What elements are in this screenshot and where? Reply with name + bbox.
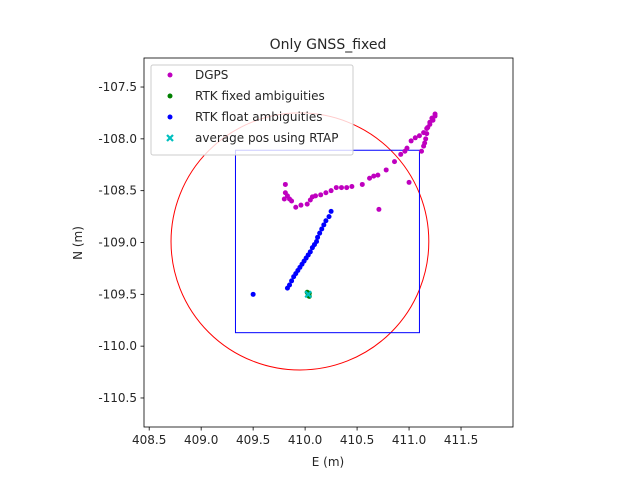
y-tick-label: -110.0 <box>98 339 137 353</box>
dgps-point <box>298 202 304 208</box>
dgps-point <box>423 136 429 142</box>
dgps-point <box>371 173 377 179</box>
legend-marker <box>166 134 174 142</box>
rtk-float-ambiguities-point <box>323 218 329 224</box>
rtk-float-ambiguities-point <box>287 282 293 288</box>
dgps-point <box>281 196 287 202</box>
dgps-point <box>289 198 295 204</box>
dgps-point <box>338 185 344 191</box>
legend-label: average pos using RTAP <box>195 131 339 145</box>
dgps-point <box>402 148 408 154</box>
dgps-point <box>323 190 329 196</box>
x-tick-label: 411.5 <box>444 433 478 447</box>
legend-marker <box>167 93 173 99</box>
rtk-float-ambiguities-point <box>321 222 327 228</box>
rtk-float-ambiguities-point <box>289 278 295 284</box>
legend-label: RTK fixed ambiguities <box>195 89 325 103</box>
y-tick-label: -108.5 <box>98 184 137 198</box>
legend-marker-stroke <box>166 134 174 142</box>
rtk-float-ambiguities-point <box>307 249 313 255</box>
average-pos-using-rtap-point <box>304 290 313 299</box>
x-tick-label: 411.0 <box>392 433 426 447</box>
rtk-float-ambiguities-point <box>319 226 325 232</box>
x-tick-label: 410.5 <box>340 433 374 447</box>
dgps-point <box>416 133 422 139</box>
rtk-float-ambiguities-point <box>328 208 334 214</box>
y-tick-label: -107.5 <box>98 80 137 94</box>
x-tick-label: 409.5 <box>236 433 270 447</box>
legend-label: RTK float ambiguities <box>195 110 322 124</box>
dgps-point <box>432 111 438 117</box>
dgps-point <box>408 138 414 144</box>
y-axis: -107.5 -108.0 -108.5 -109.0 -109.5 -110.0 -110… <box>98 80 144 405</box>
dgps-point <box>424 131 430 137</box>
dgps-point <box>375 172 381 178</box>
x-tick-label: 409.0 <box>184 433 218 447</box>
dgps-point <box>282 181 288 187</box>
dgps-point <box>425 124 431 130</box>
dgps-point <box>313 193 319 199</box>
legend: DGPS RTK fixed ambiguities RTK float ambig… <box>150 64 354 156</box>
dgps-point <box>427 119 433 125</box>
rtk-float-ambiguities-point <box>250 291 256 297</box>
dgps-point <box>293 204 299 210</box>
rtk-float-ambiguities-point <box>315 234 321 240</box>
legend-marker <box>167 72 173 78</box>
x-tick-label: 410.0 <box>288 433 322 447</box>
dgps-point <box>318 192 324 198</box>
rtk-float-ambiguities-point <box>317 230 323 236</box>
dgps-point <box>392 159 398 165</box>
dgps-point <box>406 179 412 185</box>
dgps-point <box>367 175 373 181</box>
dgps-point <box>333 185 339 191</box>
y-tick-label: -109.5 <box>98 287 137 301</box>
legend-label: DGPS <box>195 68 228 82</box>
dgps-point <box>383 167 389 173</box>
dgps-point <box>376 206 382 212</box>
dgps-point <box>429 115 435 121</box>
y-axis-label: N (m) <box>71 226 85 260</box>
average-pos-using-rtap-point-stroke <box>304 290 313 299</box>
chart-title: Only GNSS_fixed <box>270 37 387 53</box>
rtk-float-ambiguities-point <box>326 214 332 220</box>
dgps-point <box>328 188 334 194</box>
y-tick-label: -108.0 <box>98 132 137 146</box>
y-tick-label: -110.5 <box>98 391 137 405</box>
dgps-point <box>419 148 425 154</box>
dgps-point <box>304 201 310 207</box>
x-axis-label: E (m) <box>312 455 344 469</box>
dgps-point <box>398 151 404 157</box>
rtk-float-ambiguities-point <box>314 238 320 244</box>
legend-box <box>150 64 354 156</box>
legend-marker <box>167 114 173 120</box>
dgps-point <box>344 185 350 191</box>
x-axis: 408.5 409.0 409.5 410.0 410.5 411.0 411.5 <box>132 427 478 447</box>
dgps-point <box>412 135 418 141</box>
y-tick-label: -109.0 <box>98 236 137 250</box>
x-tick-label: 408.5 <box>132 433 166 447</box>
dgps-point <box>349 184 355 190</box>
dgps-point <box>421 143 427 149</box>
dgps-point <box>359 181 365 187</box>
